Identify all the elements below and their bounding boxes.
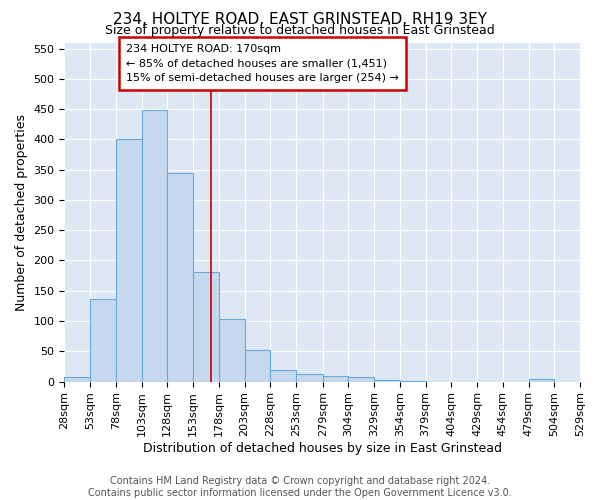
Bar <box>323 376 349 382</box>
Bar <box>374 380 400 382</box>
Text: 234, HOLTYE ROAD, EAST GRINSTEAD, RH19 3EY: 234, HOLTYE ROAD, EAST GRINSTEAD, RH19 3… <box>113 12 487 28</box>
Bar <box>90 298 116 382</box>
Bar <box>193 272 219 382</box>
Bar <box>296 374 323 382</box>
Y-axis label: Number of detached properties: Number of detached properties <box>15 114 28 310</box>
Text: Contains HM Land Registry data © Crown copyright and database right 2024.
Contai: Contains HM Land Registry data © Crown c… <box>88 476 512 498</box>
Bar <box>529 379 554 382</box>
Text: 234 HOLTYE ROAD: 170sqm
← 85% of detached houses are smaller (1,451)
15% of semi: 234 HOLTYE ROAD: 170sqm ← 85% of detache… <box>126 44 399 84</box>
Bar <box>245 350 270 382</box>
X-axis label: Distribution of detached houses by size in East Grinstead: Distribution of detached houses by size … <box>143 442 502 455</box>
Bar <box>219 319 245 382</box>
Bar <box>400 381 425 382</box>
Bar <box>167 174 193 382</box>
Bar <box>116 139 142 382</box>
Bar <box>142 110 167 382</box>
Bar <box>64 377 90 382</box>
Bar <box>349 377 374 382</box>
Text: Size of property relative to detached houses in East Grinstead: Size of property relative to detached ho… <box>105 24 495 37</box>
Bar <box>270 370 296 382</box>
